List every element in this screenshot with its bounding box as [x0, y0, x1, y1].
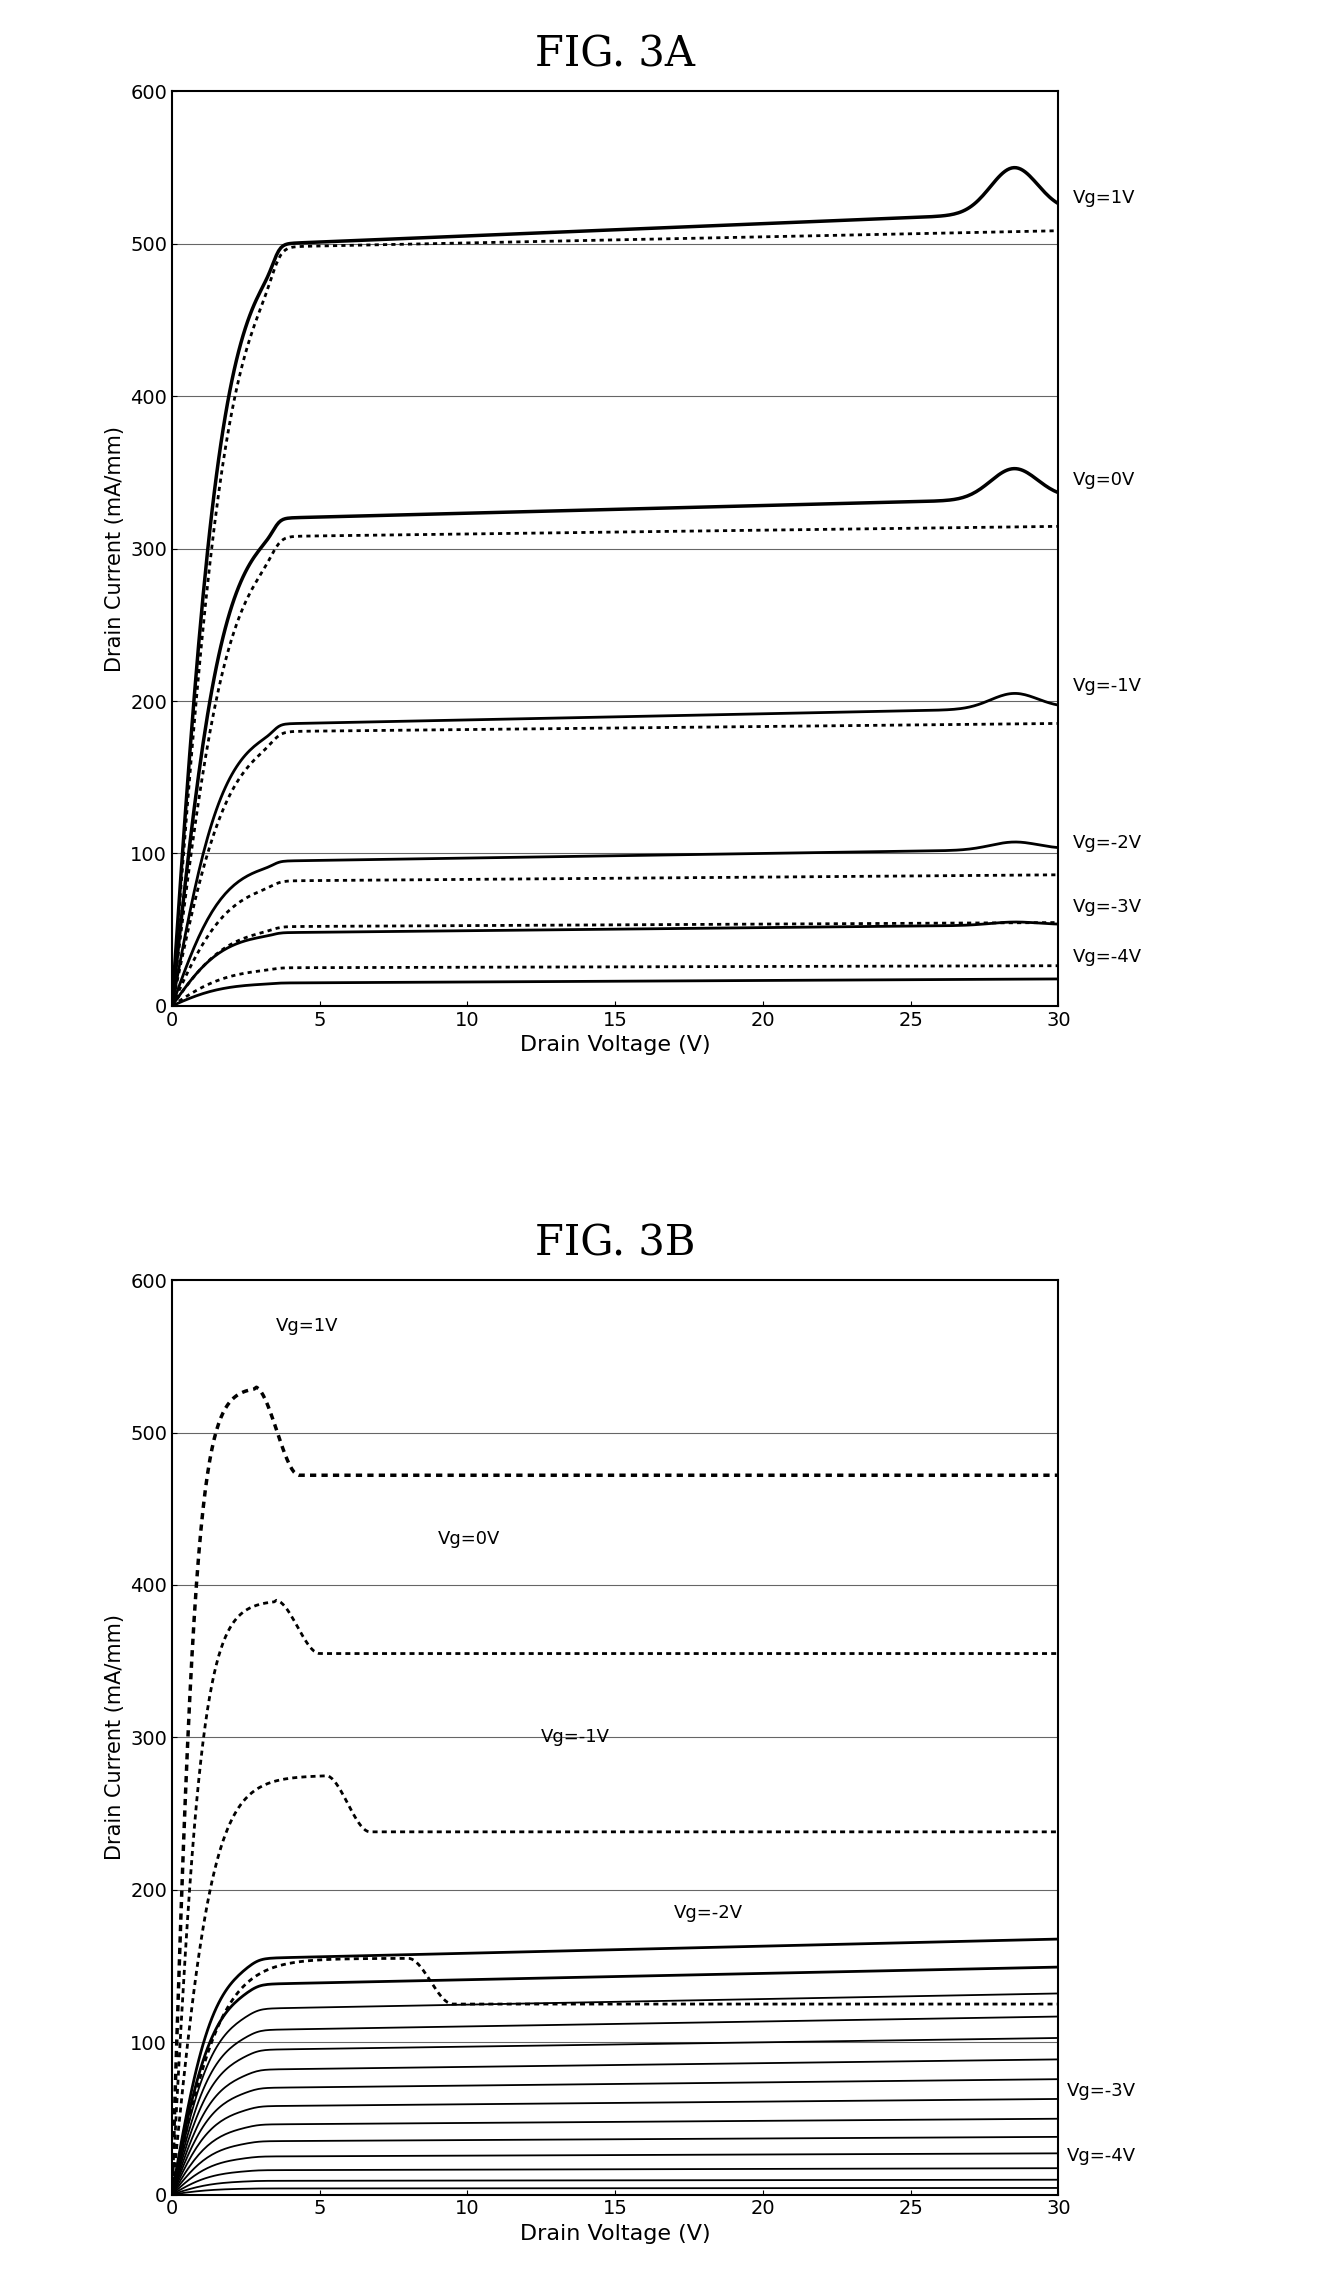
- Text: Vg=-3V: Vg=-3V: [1068, 2083, 1136, 2101]
- Y-axis label: Drain Current (mA/mm): Drain Current (mA/mm): [105, 1614, 124, 1861]
- X-axis label: Drain Voltage (V): Drain Voltage (V): [520, 1036, 710, 1056]
- Text: Vg=1V: Vg=1V: [1073, 190, 1135, 208]
- Title: FIG. 3A: FIG. 3A: [536, 34, 695, 75]
- X-axis label: Drain Voltage (V): Drain Voltage (V): [520, 2224, 710, 2245]
- Text: Vg=0V: Vg=0V: [1073, 471, 1135, 489]
- Text: Vg=1V: Vg=1V: [275, 1317, 337, 1335]
- Text: Vg=-1V: Vg=-1V: [541, 1728, 610, 1747]
- Text: Vg=-2V: Vg=-2V: [1073, 834, 1142, 853]
- Title: FIG. 3B: FIG. 3B: [534, 1223, 696, 1264]
- Text: Vg=-2V: Vg=-2V: [675, 1904, 744, 1923]
- Text: Vg=-4V: Vg=-4V: [1068, 2147, 1136, 2165]
- Text: Vg=-4V: Vg=-4V: [1073, 949, 1142, 967]
- Text: Vg=-1V: Vg=-1V: [1073, 677, 1142, 695]
- Y-axis label: Drain Current (mA/mm): Drain Current (mA/mm): [105, 425, 124, 672]
- Text: Vg=0V: Vg=0V: [438, 1529, 500, 1548]
- Text: Vg=-3V: Vg=-3V: [1073, 898, 1142, 917]
